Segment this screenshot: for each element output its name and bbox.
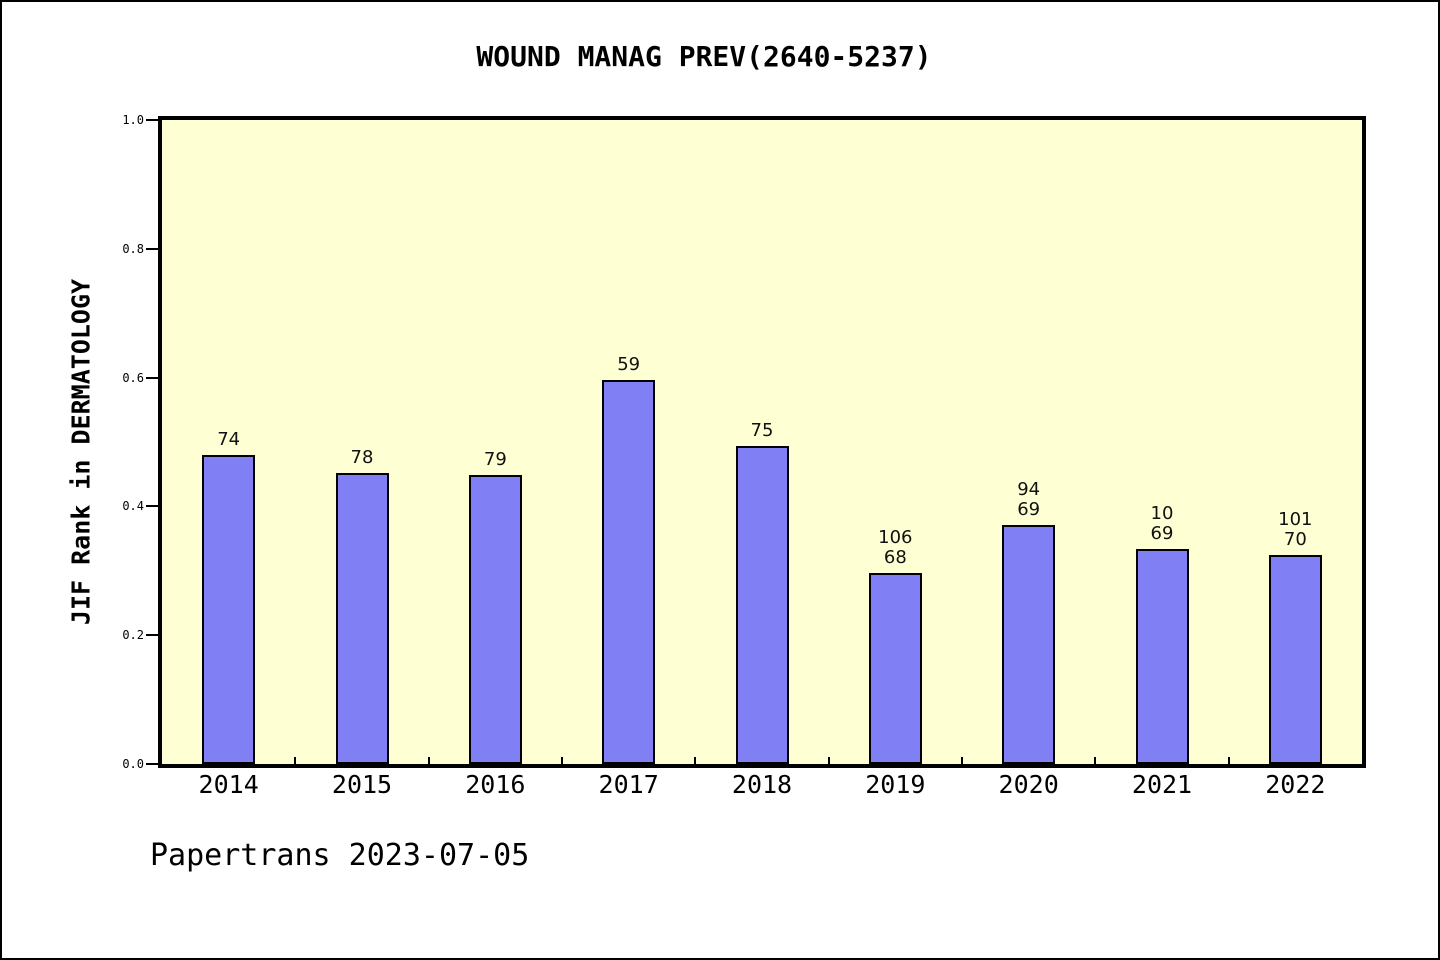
x-minor-tick <box>561 757 563 764</box>
bar-2015 <box>335 473 389 764</box>
bar-value-label: 75 <box>750 420 774 441</box>
x-minor-tick <box>694 757 697 764</box>
bar-value-label: 94 69 <box>1017 479 1041 520</box>
bar-2018 <box>735 446 789 764</box>
x-minor-tick <box>827 757 830 764</box>
bar-2020 <box>1002 525 1056 764</box>
y-axis-title: JIF Rank in DERMATOLOGY <box>66 278 96 626</box>
x-minor-tick <box>1227 757 1230 764</box>
x-tick-label-2015: 2015 <box>331 770 393 799</box>
x-minor-tick <box>961 757 963 764</box>
y-tick-label: 0.6 <box>122 370 144 385</box>
x-tick-label-2016: 2016 <box>465 770 526 799</box>
x-minor-tick <box>294 757 297 764</box>
bar-value-label: 59 <box>617 354 641 375</box>
x-minor-tick <box>1094 757 1097 764</box>
x-tick-label-2018: 2018 <box>731 770 793 799</box>
y-tick-label: 0.8 <box>122 241 144 256</box>
bar-value-label: 101 70 <box>1278 509 1313 550</box>
bar-2019 <box>868 573 922 764</box>
plot-area: 74 78 79 59 75 106 68 94 69 10 69 101 70 <box>158 116 1366 768</box>
x-tick-label-2021: 2021 <box>1131 770 1193 799</box>
bar-value-label: 106 68 <box>878 527 913 568</box>
bar-value-label: 74 <box>217 429 241 450</box>
x-tick-label-2022: 2022 <box>1265 770 1326 799</box>
bar-2021 <box>1135 549 1189 764</box>
y-tick-label: 0.0 <box>122 757 144 771</box>
bar-value-label: 10 69 <box>1150 503 1174 544</box>
y-tick <box>146 119 158 121</box>
y-tick-label: 0.4 <box>122 499 144 514</box>
bar-2014 <box>202 455 256 764</box>
bar-value-label: 79 <box>483 449 507 470</box>
y-tick <box>146 376 158 379</box>
x-tick-label-2014: 2014 <box>198 770 259 799</box>
x-tick-label-2019: 2019 <box>865 770 926 799</box>
y-tick <box>146 763 158 765</box>
chart-title: WOUND MANAG PREV(2640-5237) <box>476 40 932 73</box>
bar-2017 <box>602 380 656 764</box>
y-tick <box>146 634 158 637</box>
bar-value-label: 78 <box>350 447 374 468</box>
x-tick-label-2020: 2020 <box>998 770 1059 799</box>
bar-2016 <box>468 475 522 764</box>
footer-watermark: Papertrans 2023-07-05 <box>150 838 530 873</box>
y-tick-label: 0.2 <box>122 628 144 643</box>
x-minor-tick <box>427 757 430 764</box>
y-tick <box>146 505 158 508</box>
bar-2022 <box>1268 555 1322 764</box>
plot-inner: 74 78 79 59 75 106 68 94 69 10 69 101 70 <box>162 120 1362 764</box>
y-tick <box>146 247 158 250</box>
y-tick-label: 1.0 <box>122 113 144 127</box>
x-tick-label-2017: 2017 <box>598 770 659 799</box>
